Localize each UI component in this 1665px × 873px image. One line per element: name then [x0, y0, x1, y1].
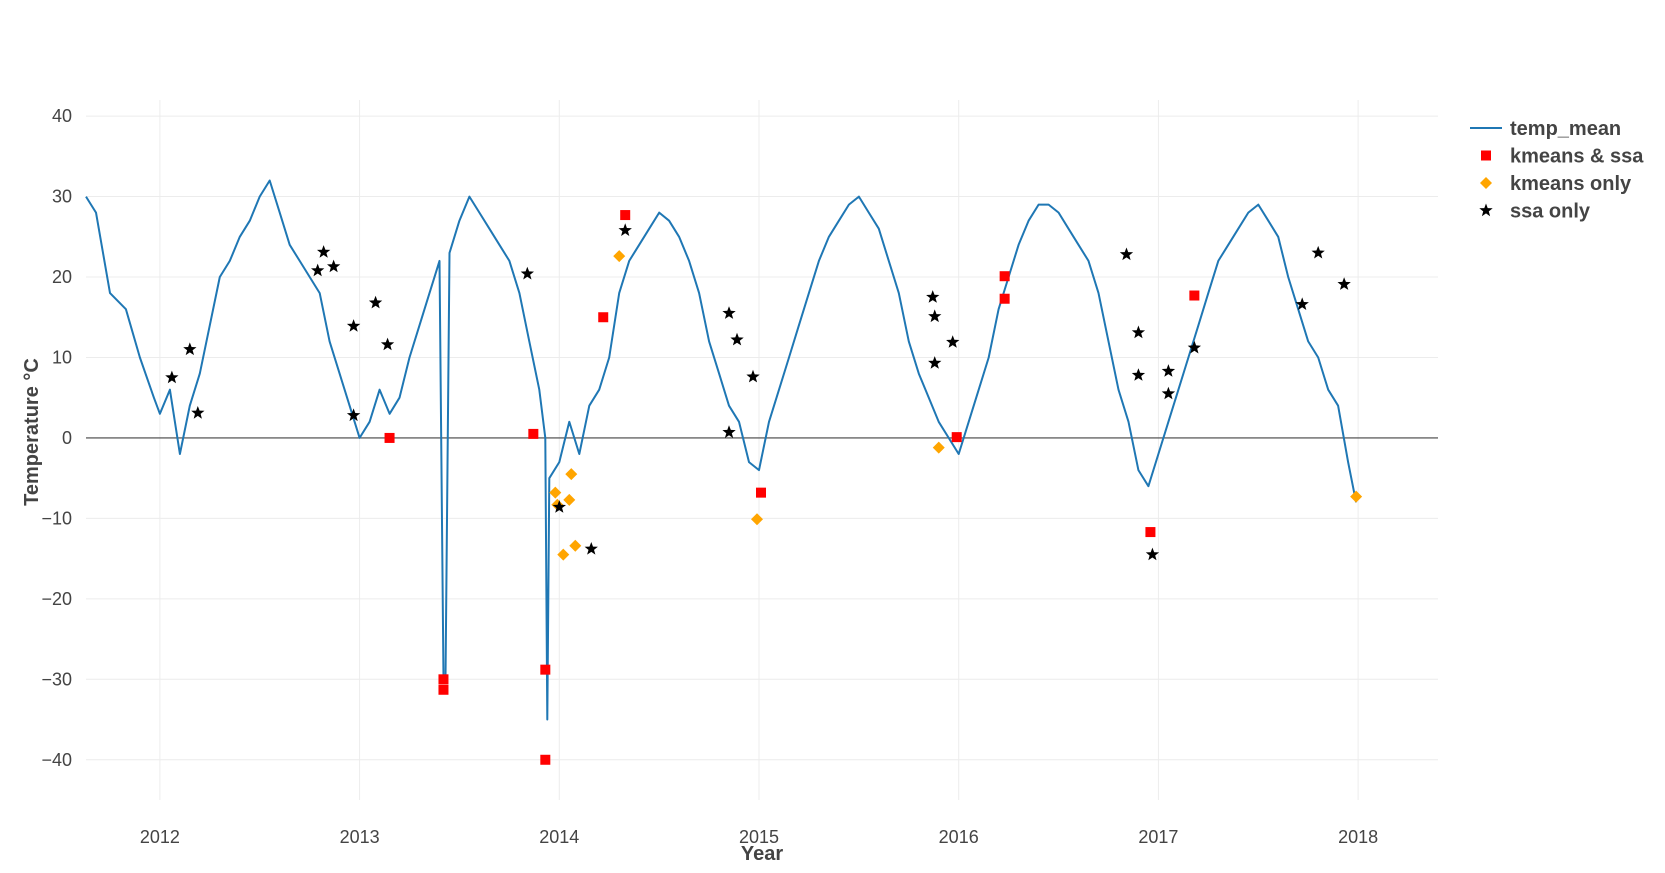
- square-marker: [756, 487, 767, 498]
- square-marker: [1189, 290, 1200, 301]
- star-marker: [1337, 277, 1351, 290]
- diamond-marker: [563, 493, 576, 506]
- legend-label: kmeans & ssa: [1510, 146, 1644, 168]
- diamond-marker: [549, 486, 562, 499]
- star-marker: [722, 306, 736, 319]
- star-marker: [346, 319, 361, 332]
- star-marker: [928, 356, 942, 369]
- legend-diamond-swatch: [1480, 177, 1492, 189]
- star-marker: [346, 408, 361, 422]
- temp-mean-line: [85, 179, 1358, 721]
- star-marker: [584, 542, 598, 555]
- star-marker: [946, 335, 960, 348]
- square-marker: [1145, 527, 1156, 538]
- square-marker: [598, 312, 609, 323]
- star-marker: [368, 295, 383, 309]
- square-marker: [528, 428, 539, 439]
- y-tick-label: −20: [41, 589, 72, 609]
- diamond-marker: [565, 468, 578, 481]
- star-marker: [1311, 245, 1325, 259]
- square-marker: [438, 684, 449, 695]
- diamond-marker: [751, 513, 764, 526]
- star-marker: [165, 370, 179, 384]
- x-tick-label: 2015: [739, 827, 779, 847]
- legend-label: kmeans only: [1510, 173, 1632, 195]
- square-marker: [438, 674, 449, 685]
- x-tick-label: 2014: [539, 827, 579, 847]
- square-marker: [951, 432, 962, 443]
- square-marker: [999, 271, 1010, 282]
- star-marker: [928, 309, 942, 323]
- x-tick-label: 2018: [1338, 827, 1378, 847]
- star-marker: [1161, 364, 1176, 377]
- y-tick-label: −40: [41, 750, 72, 770]
- y-tick-label: −30: [41, 669, 72, 689]
- legend-label: ssa only: [1510, 201, 1591, 223]
- y-tick-label: −10: [41, 508, 72, 528]
- anomaly-markers: [165, 210, 1363, 765]
- star-marker: [722, 425, 736, 438]
- star-marker: [327, 259, 341, 273]
- star-marker: [191, 406, 205, 419]
- square-marker: [540, 664, 551, 675]
- star-marker: [520, 266, 534, 280]
- diamond-marker: [557, 548, 570, 561]
- gridlines: [86, 100, 1438, 800]
- x-axis-ticks: 2012 2013 2014 2015 2016 2017 2018: [140, 827, 1378, 847]
- star-marker: [1131, 325, 1146, 339]
- star-marker: [552, 500, 566, 513]
- square-marker: [540, 754, 551, 765]
- y-axis-ticks: 40 30 20 10 0 −10 −20 −30 −40: [41, 106, 72, 770]
- temp-mean-series: [85, 179, 1358, 721]
- star-marker: [1295, 297, 1309, 310]
- x-tick-label: 2012: [140, 827, 180, 847]
- star-marker: [1131, 368, 1146, 381]
- star-marker: [380, 337, 395, 351]
- star-marker: [1145, 547, 1160, 561]
- star-marker: [311, 263, 325, 277]
- square-marker: [999, 293, 1010, 304]
- star-marker: [926, 290, 940, 303]
- y-tick-label: 10: [52, 347, 72, 367]
- star-marker: [183, 342, 197, 356]
- star-marker: [317, 245, 331, 258]
- x-axis-title: Year: [741, 843, 783, 865]
- square-marker: [620, 210, 631, 221]
- y-tick-label: 20: [52, 267, 72, 287]
- x-tick-label: 2016: [939, 827, 979, 847]
- star-marker: [618, 223, 632, 236]
- y-tick-label: 0: [62, 428, 72, 448]
- legend-star-swatch: [1479, 203, 1493, 217]
- legend-square-swatch: [1481, 150, 1491, 161]
- x-tick-label: 2017: [1138, 827, 1178, 847]
- star-marker: [1161, 386, 1176, 400]
- square-marker: [384, 432, 395, 443]
- star-marker: [746, 369, 760, 383]
- y-tick-label: 40: [52, 106, 72, 126]
- diamond-marker: [569, 539, 582, 552]
- star-marker: [1119, 247, 1134, 261]
- star-marker: [730, 332, 744, 346]
- y-tick-label: 30: [52, 187, 72, 207]
- diamond-marker: [1350, 490, 1363, 503]
- y-axis-title: Temperature °C: [21, 358, 43, 506]
- star-marker: [1187, 340, 1201, 354]
- diamond-marker: [932, 441, 945, 454]
- diamond-marker: [613, 250, 626, 263]
- legend-label: temp_mean: [1510, 118, 1621, 140]
- x-tick-label: 2013: [340, 827, 380, 847]
